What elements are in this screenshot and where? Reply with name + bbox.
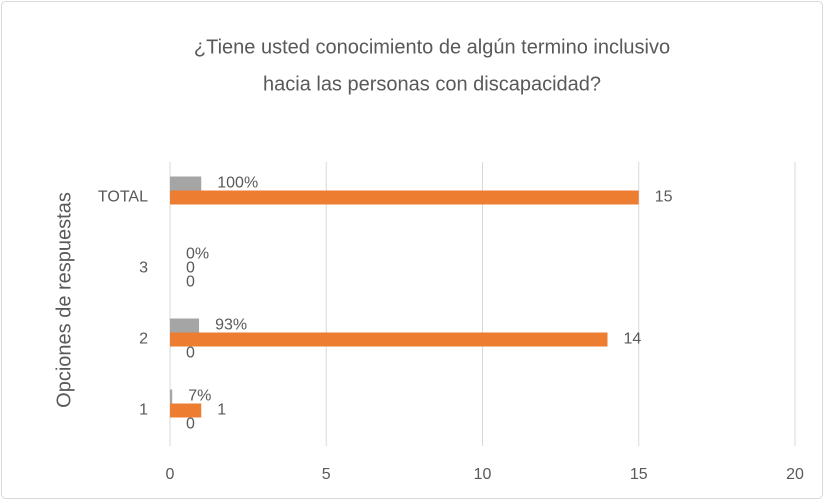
data-label: 0: [186, 345, 195, 362]
y-tick-label: TOTAL: [98, 189, 148, 206]
data-label: 0: [186, 274, 195, 291]
data-label: 93%: [215, 317, 247, 334]
data-label: 0: [186, 260, 195, 277]
bar: [170, 332, 608, 347]
x-tick-label: 0: [166, 466, 175, 483]
data-label: 100%: [217, 175, 258, 192]
bar: [170, 176, 202, 191]
data-label: 0%: [186, 246, 209, 263]
y-tick-label: 1: [139, 402, 148, 419]
chart-title: ¿Tiene usted conocimiento de algún termi…: [194, 36, 670, 58]
data-label: 1: [217, 402, 226, 419]
x-tick-label: 15: [630, 466, 648, 483]
bar: [170, 318, 200, 333]
x-tick-label: 10: [474, 466, 492, 483]
data-label: 7%: [188, 388, 211, 405]
data-label: 14: [624, 331, 642, 348]
x-tick-label: 20: [786, 466, 804, 483]
data-label: 15: [655, 189, 673, 206]
bar: [170, 403, 202, 418]
x-tick-label: 5: [322, 466, 331, 483]
bar: [170, 389, 173, 404]
y-tick-label: 2: [139, 331, 148, 348]
bar: [170, 190, 639, 205]
data-label: 0: [186, 416, 195, 433]
y-tick-label: 3: [139, 260, 148, 277]
chart-title: hacia las personas con discapacidad?: [263, 73, 601, 95]
y-axis-title: Opciones de respuestas: [53, 192, 75, 408]
